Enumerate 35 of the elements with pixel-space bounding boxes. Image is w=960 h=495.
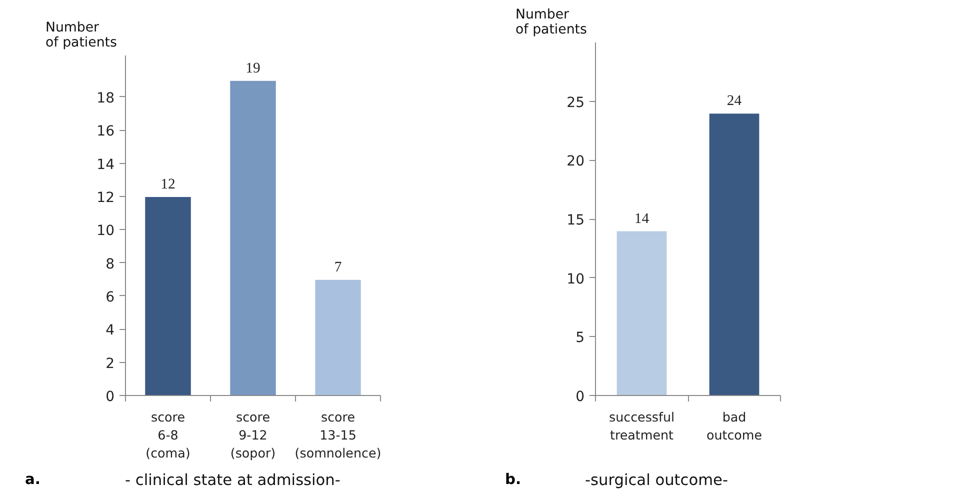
y-tick-label: 14 — [96, 156, 115, 173]
text: - clinical state at admission- — [125, 470, 340, 491]
y-tick-label: 12 — [96, 190, 115, 206]
y-axis-title: Number of patients — [516, 8, 588, 38]
data-label: 14 — [634, 210, 650, 227]
y-axis-title: Number of patients — [46, 20, 118, 50]
y-tick-label: 10 — [566, 271, 585, 288]
y-tick-label: 2 — [106, 356, 115, 372]
text: -surgical outcome- — [585, 470, 728, 491]
x-tick-label: score 13-15 (somnolence) — [294, 410, 382, 460]
data-label: 7 — [334, 259, 342, 276]
y-tick-label: 15 — [566, 212, 585, 228]
y-tick-label: 0 — [106, 389, 115, 405]
bar — [229, 80, 277, 396]
y-tick-label: 8 — [106, 256, 115, 272]
y-tick-label: 4 — [106, 322, 115, 339]
y-tick-label: 6 — [106, 289, 115, 306]
y-tick-label: 18 — [96, 90, 115, 106]
y-tick-label: 25 — [566, 94, 585, 111]
x-tick-label: bad outcome — [706, 410, 762, 442]
y-tick-label: 20 — [566, 154, 585, 170]
data-label: 19 — [246, 60, 260, 76]
data-label: 12 — [160, 176, 176, 192]
data-label: 24 — [726, 93, 742, 110]
bar — [144, 196, 192, 396]
x-tick-label: score 9-12 (sopor) — [230, 410, 276, 460]
x-tick-label: score 6-8 (coma) — [146, 410, 190, 460]
bar — [314, 278, 362, 396]
text: a. — [25, 470, 40, 490]
x-tick-label: successful treatment — [609, 410, 674, 442]
y-tick-label: 10 — [96, 223, 115, 240]
y-tick-label: 16 — [96, 124, 115, 140]
y-tick-label: 5 — [576, 330, 585, 346]
text: b. — [505, 470, 522, 490]
y-tick-label: 0 — [576, 389, 585, 405]
